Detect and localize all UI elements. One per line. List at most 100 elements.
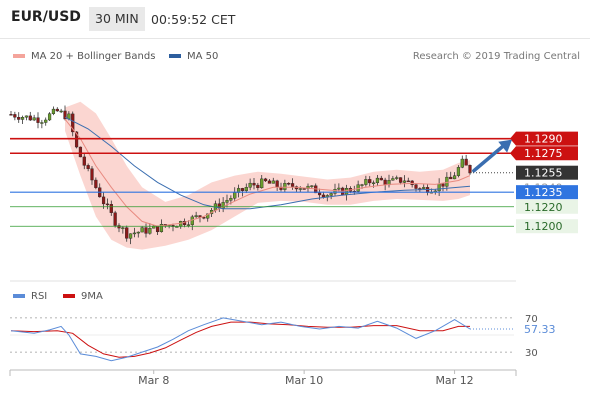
resistance-label-box (510, 131, 578, 146)
candle-body (128, 233, 133, 239)
rsi-tick-70: 70 (525, 314, 538, 325)
candle-body (290, 183, 295, 187)
candle-body (395, 177, 399, 179)
price-levels: 1.12901.12751.12551.12401.12351.12201.12… (10, 131, 578, 234)
candle-body (117, 225, 121, 229)
candle-body (337, 187, 341, 190)
legend-rsi: RSI (13, 291, 47, 302)
candle-body (371, 182, 376, 185)
candle-body (271, 180, 275, 184)
rsi-ma9-line (10, 321, 470, 358)
candle-body (36, 117, 40, 123)
candle-body (248, 182, 252, 188)
rsi-line (10, 317, 471, 362)
x-tick-label: Mar 12 (435, 374, 473, 387)
ma20-swatch (13, 54, 25, 58)
candle-body (17, 117, 21, 120)
last-price-label-box (516, 165, 578, 180)
candle-body (383, 179, 387, 186)
x-tick-label: Mar 8 (138, 374, 169, 387)
candle-body (55, 108, 59, 112)
ma9-legend-label: 9MA (81, 291, 103, 302)
candle-body (302, 188, 306, 190)
rsi-tick-30: 30 (525, 348, 538, 359)
candle-body (460, 158, 464, 168)
candle-body (229, 198, 233, 201)
support-label-box (516, 199, 578, 214)
candle-body (391, 178, 395, 181)
candle-body (410, 180, 414, 185)
candle-body (452, 175, 457, 180)
symbol-label: EUR/USD (11, 9, 81, 25)
candle-body (321, 194, 326, 198)
candle-body (105, 203, 110, 206)
candle-body (175, 226, 179, 228)
candle-body (221, 202, 225, 209)
rsi-swatch (13, 294, 25, 298)
candle-body (59, 110, 63, 113)
resistance-label-1.1275: 1.1275 (524, 147, 563, 160)
candle-body (344, 188, 349, 196)
header-divider (0, 38, 590, 39)
resistance-label-1.1290: 1.1290 (524, 133, 563, 146)
chart-header: EUR/USD 30 MIN 00:59:52 CET (0, 0, 590, 38)
candle-body (225, 200, 229, 203)
last-price-label: 1.1255 (524, 167, 563, 180)
candle-body (101, 196, 106, 205)
projection-arrow (472, 139, 512, 173)
candle-body (194, 215, 198, 218)
candle-body (148, 228, 152, 234)
candle-body (13, 114, 17, 118)
candle-body (441, 183, 445, 187)
candle-body (159, 224, 164, 233)
candle-body (406, 180, 410, 183)
candle-body (63, 110, 67, 120)
ma20-line (64, 118, 471, 227)
candle-body (375, 177, 380, 184)
x-axis: Mar 8 Mar 10 Mar 12 (9, 369, 517, 387)
candle-body (256, 184, 260, 189)
candle-body (267, 180, 272, 184)
candle-body (206, 213, 210, 219)
support-label-box (516, 219, 578, 234)
candle-body (190, 216, 194, 225)
candle-body (260, 178, 264, 189)
ma20-legend-label: MA 20 + Bollinger Bands (31, 51, 156, 62)
clock-label: 00:59:52 CET (151, 12, 236, 27)
candle-body (86, 165, 90, 169)
candle-body (44, 119, 48, 123)
candle-body (113, 212, 117, 226)
candle-body (74, 131, 79, 148)
candle-body (132, 232, 137, 235)
legend-ma9: 9MA (63, 291, 103, 302)
candle-body (275, 180, 279, 188)
candle-body (20, 117, 25, 120)
resistance-label-box (510, 146, 578, 161)
rsi-panel: 70 30 57.33 (10, 314, 556, 362)
candle-body (144, 227, 148, 234)
pivot-label-1.1235: 1.1235 (524, 186, 563, 199)
timeframe-button[interactable]: 30 MIN (89, 7, 145, 31)
candle-body (71, 113, 75, 133)
candle-body (28, 115, 32, 121)
candle-body (240, 188, 245, 191)
candle-body (456, 167, 461, 176)
candle-body (24, 115, 29, 118)
candle-body (90, 168, 94, 181)
research-credit: Research © 2019 Trading Central (412, 51, 580, 62)
candle-body (186, 224, 191, 226)
legend-ma50: MA 50 (169, 51, 218, 62)
candle-body (51, 108, 56, 114)
candle-body (233, 192, 237, 199)
projection-arrow-head (498, 139, 512, 153)
projection-arrow-shaft (472, 141, 508, 173)
candle-body (379, 177, 383, 181)
candle-body (252, 182, 256, 186)
candle-body (333, 189, 337, 194)
candle-body (125, 227, 129, 239)
ma50-legend-label: MA 50 (187, 51, 219, 62)
candle-body (368, 179, 372, 184)
candle-body (263, 178, 268, 182)
candle-body (468, 165, 472, 174)
